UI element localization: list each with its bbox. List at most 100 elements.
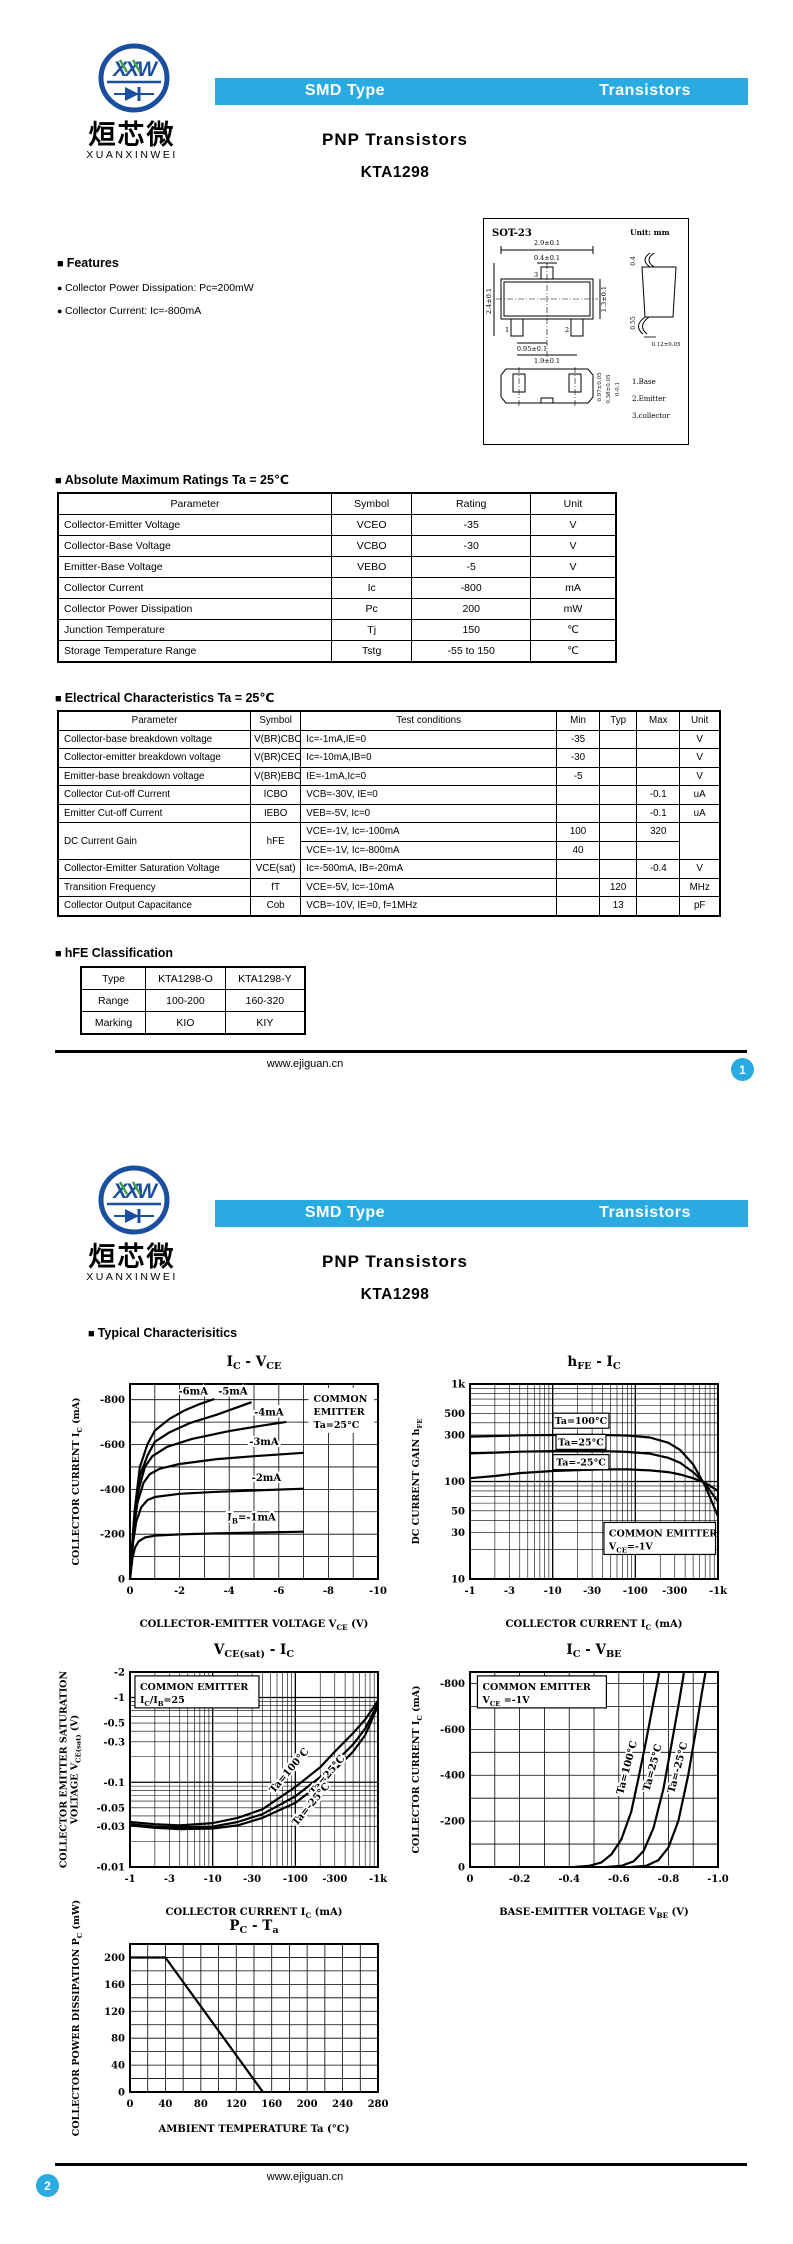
dim-standoff: 0-0.1 [615, 382, 621, 396]
svg-text:COLLECTOR CURRENT IC (mA): COLLECTOR CURRENT IC (mA) [71, 1397, 84, 1565]
series-Ta=25C [606, 1671, 685, 1869]
footer-url[interactable]: www.ejiguan.cn [266, 1058, 344, 1070]
feature-item: Collector Current: Ic=-800mA [57, 305, 201, 317]
chart-note-text: COMMON EMITTER [609, 1528, 717, 1539]
column-header: Test conditions [300, 710, 557, 731]
page-number-badge: 2 [36, 2174, 59, 2197]
table-row: Emitter-base breakdown voltage V(BR)EBO IE… [57, 766, 721, 786]
table-cell: VEB=-5V, Ic=0 [300, 803, 557, 823]
svg-text:0: 0 [467, 1874, 474, 1885]
footer-url[interactable]: www.ejiguan.cn [266, 2171, 344, 2183]
chart-note-box [134, 1675, 260, 1709]
series-Ta=100C [469, 1433, 720, 1517]
table-cell: Collector-Base Voltage [57, 535, 332, 557]
dim-lead-bottom: 0.55 [630, 316, 637, 330]
y-axis-label: COLLECTOR CURRENT IC (mA) [411, 1685, 424, 1853]
chart-pc-ta: 0 40 80 120 160 200 240 280 0 40 80 120 160 200 PC - T… [60, 1900, 390, 2145]
dim-total-height: 2.4±0.1 [485, 288, 493, 314]
table-cell [636, 840, 681, 860]
hfe-class-heading: hFE Classification [55, 946, 173, 960]
table-cell: Cob [250, 896, 302, 916]
table-cell [679, 822, 721, 860]
logo-english-name: XUANXINWEI [86, 149, 178, 161]
table-cell: VCBO [330, 535, 413, 557]
elec-char-heading: Electrical Characteristics Ta = 25℃ [55, 690, 275, 705]
table-cell: VCB=-30V, IE=0 [300, 785, 557, 805]
table-cell: 120 [599, 877, 638, 897]
table-cell: -800 [411, 577, 532, 599]
table-cell [599, 859, 638, 879]
table-cell: -0.4 [636, 859, 681, 879]
chart-svg-hfe-ic: -1 -3 -10 -30 -100 -300 -1k 10 30 50 100 300 500 1k hF… [411, 1354, 728, 1632]
series-label: Ta=25°C [558, 1437, 604, 1448]
table-cell: IEBO [250, 803, 302, 823]
logo-monogram: XXW [112, 1180, 159, 1203]
series-Ta=100C [574, 1671, 661, 1869]
part-number: KTA1298 [360, 164, 430, 181]
chart-ic-vce: 0 -2 -4 -6 -8 -10 0 -200 -400 -600 -800 IC - VCE COL… [60, 1350, 390, 1640]
table-cell: -35 [555, 729, 601, 749]
chart-note-text: COMMON [314, 1394, 368, 1405]
svg-text:-1: -1 [114, 1693, 125, 1704]
table-cell: fT [250, 877, 302, 897]
table-row: Collector-Emitter Saturation Voltage VCE(… [57, 859, 721, 879]
svg-text:-10: -10 [204, 1874, 222, 1885]
table-cell: Tj [330, 619, 413, 641]
package-name: SOT-23 [492, 228, 532, 239]
series-label-box [552, 1412, 610, 1429]
series-label-box [552, 1454, 610, 1471]
hfe-classification-table: Type KTA1298-O KTA1298-Y Range 100-200 160-32… [80, 966, 306, 1035]
table-row: Transition Frequency fT VCE=-5V, Ic=-10mA 1… [57, 877, 721, 897]
svg-text:1k: 1k [451, 1380, 466, 1391]
table-cell [599, 840, 638, 860]
table-cell: Marking [80, 1011, 147, 1035]
svg-text:-1: -1 [124, 1874, 135, 1885]
series--6mA [128, 1397, 215, 1580]
column-header: Max [636, 710, 681, 731]
table-cell: 100-200 [145, 989, 226, 1012]
pin-number-1: 1 [505, 326, 509, 334]
logo-diode-icon [114, 1209, 154, 1223]
chart-title: hFE - IC [567, 1354, 620, 1372]
table-cell: 150 [411, 619, 532, 641]
plot-border [129, 1943, 379, 2093]
table-cell: VCE=-1V, Ic=-100mA [300, 822, 557, 842]
table-cell: -0.1 [636, 803, 681, 823]
page-1: XXW 烜芯微 XUANXINWEI SMD Type Transistors … [0, 0, 793, 1122]
table-cell: V [679, 859, 721, 879]
table-cell: ℃ [530, 619, 617, 641]
svg-text:-400: -400 [440, 1771, 465, 1782]
table-cell: DC Current Gain [57, 822, 252, 860]
series-label: Ta=100°C [555, 1416, 608, 1427]
series-label: -5mA [218, 1386, 248, 1397]
table-cell: Collector-Emitter Saturation Voltage [57, 859, 252, 879]
svg-text:-200: -200 [440, 1817, 465, 1828]
table-cell: Ic=-500mA, IB=-20mA [300, 859, 557, 879]
dim-pad-width: 0.38±0.05 [606, 374, 612, 404]
footer-rule [55, 1050, 747, 1053]
page-title: PNP Transistors [321, 1252, 469, 1271]
table-cell: MHz [679, 877, 721, 897]
table-cell: V [679, 766, 721, 786]
svg-text:DC CURRENT GAIN hFE: DC CURRENT GAIN hFE [411, 1419, 424, 1545]
table-cell [636, 877, 681, 897]
dim-body-height: 1.3±0.1 [600, 286, 608, 312]
table-cell: KIO [145, 1011, 226, 1035]
table-cell [636, 766, 681, 786]
x-axis-label: COLLECTOR CURRENT IC (mA) [506, 1619, 683, 1632]
table-cell: 200 [411, 598, 532, 620]
chart-svg-ic-vce: 0 -2 -4 -6 -8 -10 0 -200 -400 -600 -800 IC - VCE COL… [71, 1354, 387, 1632]
plot-border [469, 1671, 719, 1868]
svg-text:0: 0 [127, 1586, 134, 1597]
dim-pin-pitch-half: 0.95±0.1 [517, 345, 547, 353]
axis-ticks: -1 -3 -10 -30 -100 -300 -1k -0.01 -0.03 -0.05 -0.1… [96, 1668, 388, 1886]
table-cell: Collector-base breakdown voltage [57, 729, 252, 749]
svg-text:-400: -400 [100, 1485, 125, 1496]
series-label: -3mA [249, 1437, 279, 1448]
series-Ta=25C [469, 1449, 719, 1503]
series--3mA [128, 1451, 304, 1580]
chart-svg-pc-ta: 0 40 80 120 160 200 240 280 0 40 80 120 160 200 PC - T… [71, 1900, 388, 2136]
table-row: Collector Power Dissipation Pc 200 mW [57, 598, 617, 620]
table-row: Collector-base breakdown voltage V(BR)CBO… [57, 729, 721, 749]
table-cell: Collector-emitter breakdown voltage [57, 748, 252, 768]
